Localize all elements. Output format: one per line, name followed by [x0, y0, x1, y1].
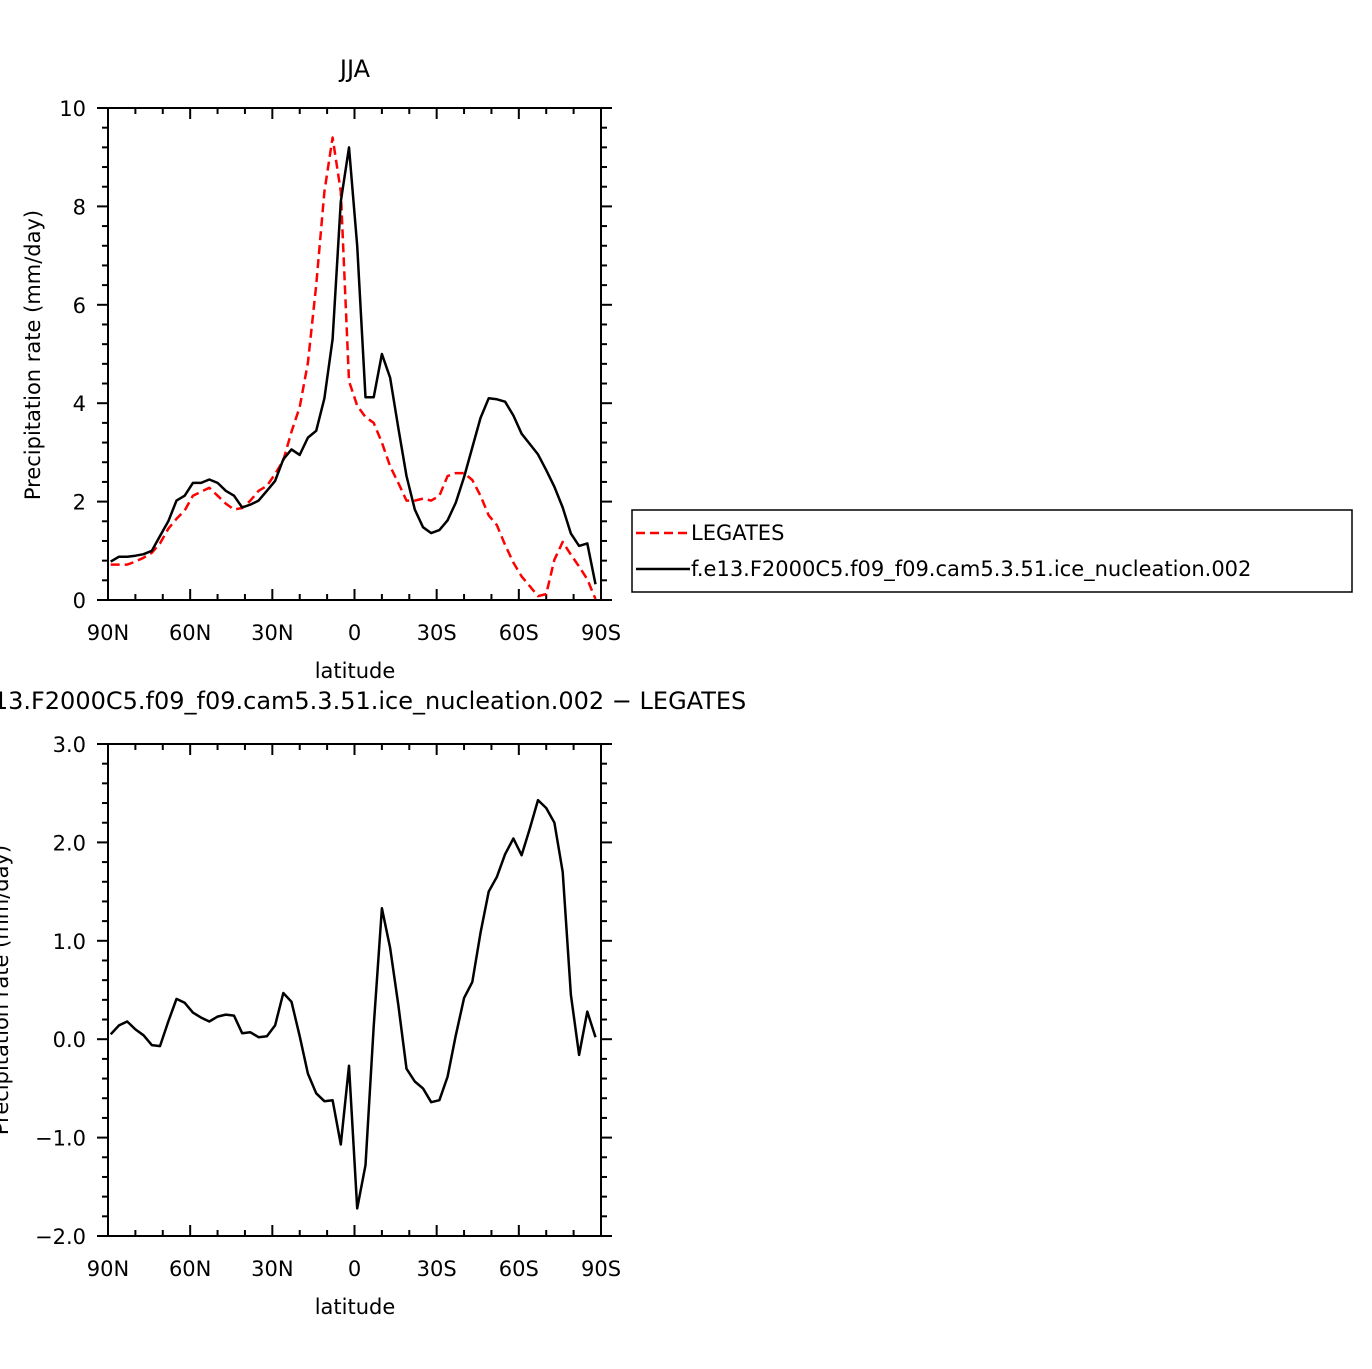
chart1-xtick-label: 90S [581, 1257, 621, 1281]
chart0-xtick-label: 90S [581, 621, 621, 645]
chart1-ytick-label: 3.0 [53, 733, 86, 757]
chart1-xtick-label: 60N [169, 1257, 211, 1281]
chart1-xtick-label: 60S [499, 1257, 539, 1281]
chart-top-title: JJA [338, 55, 371, 83]
chart-top-plot-area: 90N 60N 30N 0 30S 60S 90S 0 2 4 6 8 10 [59, 97, 621, 645]
chart0-series-line-1 [110, 146, 597, 585]
chart-bottom-title: f.e13.F2000C5.f09_f09.cam5.3.51.ice_nucl… [0, 687, 746, 715]
chart-top-ylabel: Precipitation rate (mm/day) [21, 210, 45, 500]
chart1-ytick-label: −1.0 [35, 1127, 86, 1151]
chart0-frame [107, 107, 602, 601]
chart0-series-line-0 [110, 136, 597, 600]
chart-top-xlabel: latitude [315, 659, 396, 683]
chart0-xtick-label: 60N [169, 621, 211, 645]
chart-bottom: f.e13.F2000C5.f09_f09.cam5.3.51.ice_nucl… [0, 687, 746, 1319]
chart1-xtick-label: 30S [417, 1257, 457, 1281]
chart1-xtick-label: 30N [251, 1257, 293, 1281]
chart-bottom-ylabel: Precipitation rate (mm/day) [0, 845, 13, 1135]
chart-bottom-plot-area: 90N 60N 30N 0 30S 60S 90S −2.0 −1.0 0.0 1.0 2.0 3.0 [35, 733, 621, 1281]
chart1-series-line-0 [109, 798, 597, 1210]
chart-bottom-xlabel: latitude [315, 1295, 396, 1319]
chart1-ytick-label: 1.0 [53, 930, 86, 954]
chart1-xtick-label: 90N [87, 1257, 129, 1281]
chart0-ytick-label: 6 [73, 294, 86, 318]
chart0-ytick-label: 8 [73, 195, 86, 219]
chart1-ytick-label: −2.0 [35, 1225, 86, 1249]
chart0-ytick-label: 4 [73, 392, 86, 416]
chart0-xtick-label: 90N [87, 621, 129, 645]
chart0-ytick-label: 0 [73, 589, 86, 613]
legend: LEGATES f.e13.F2000C5.f09_f09.cam5.3.51.… [631, 509, 1353, 593]
chart0-xtick-label: 60S [499, 621, 539, 645]
legend-label-legates: LEGATES [691, 521, 784, 545]
chart0-ytick-label: 10 [59, 97, 86, 121]
chart1-ytick-label: 0.0 [53, 1028, 86, 1052]
chart0-xtick-label: 30N [251, 621, 293, 645]
legend-label-model: f.e13.F2000C5.f09_f09.cam5.3.51.ice_nucl… [691, 557, 1251, 582]
chart1-ytick-label: 2.0 [53, 831, 86, 855]
legend-box [631, 509, 1353, 593]
chart0-ytick-label: 2 [73, 491, 86, 515]
chart0-xtick-label: 0 [348, 621, 361, 645]
chart0-xtick-label: 30S [417, 621, 457, 645]
chart1-xtick-label: 0 [348, 1257, 361, 1281]
